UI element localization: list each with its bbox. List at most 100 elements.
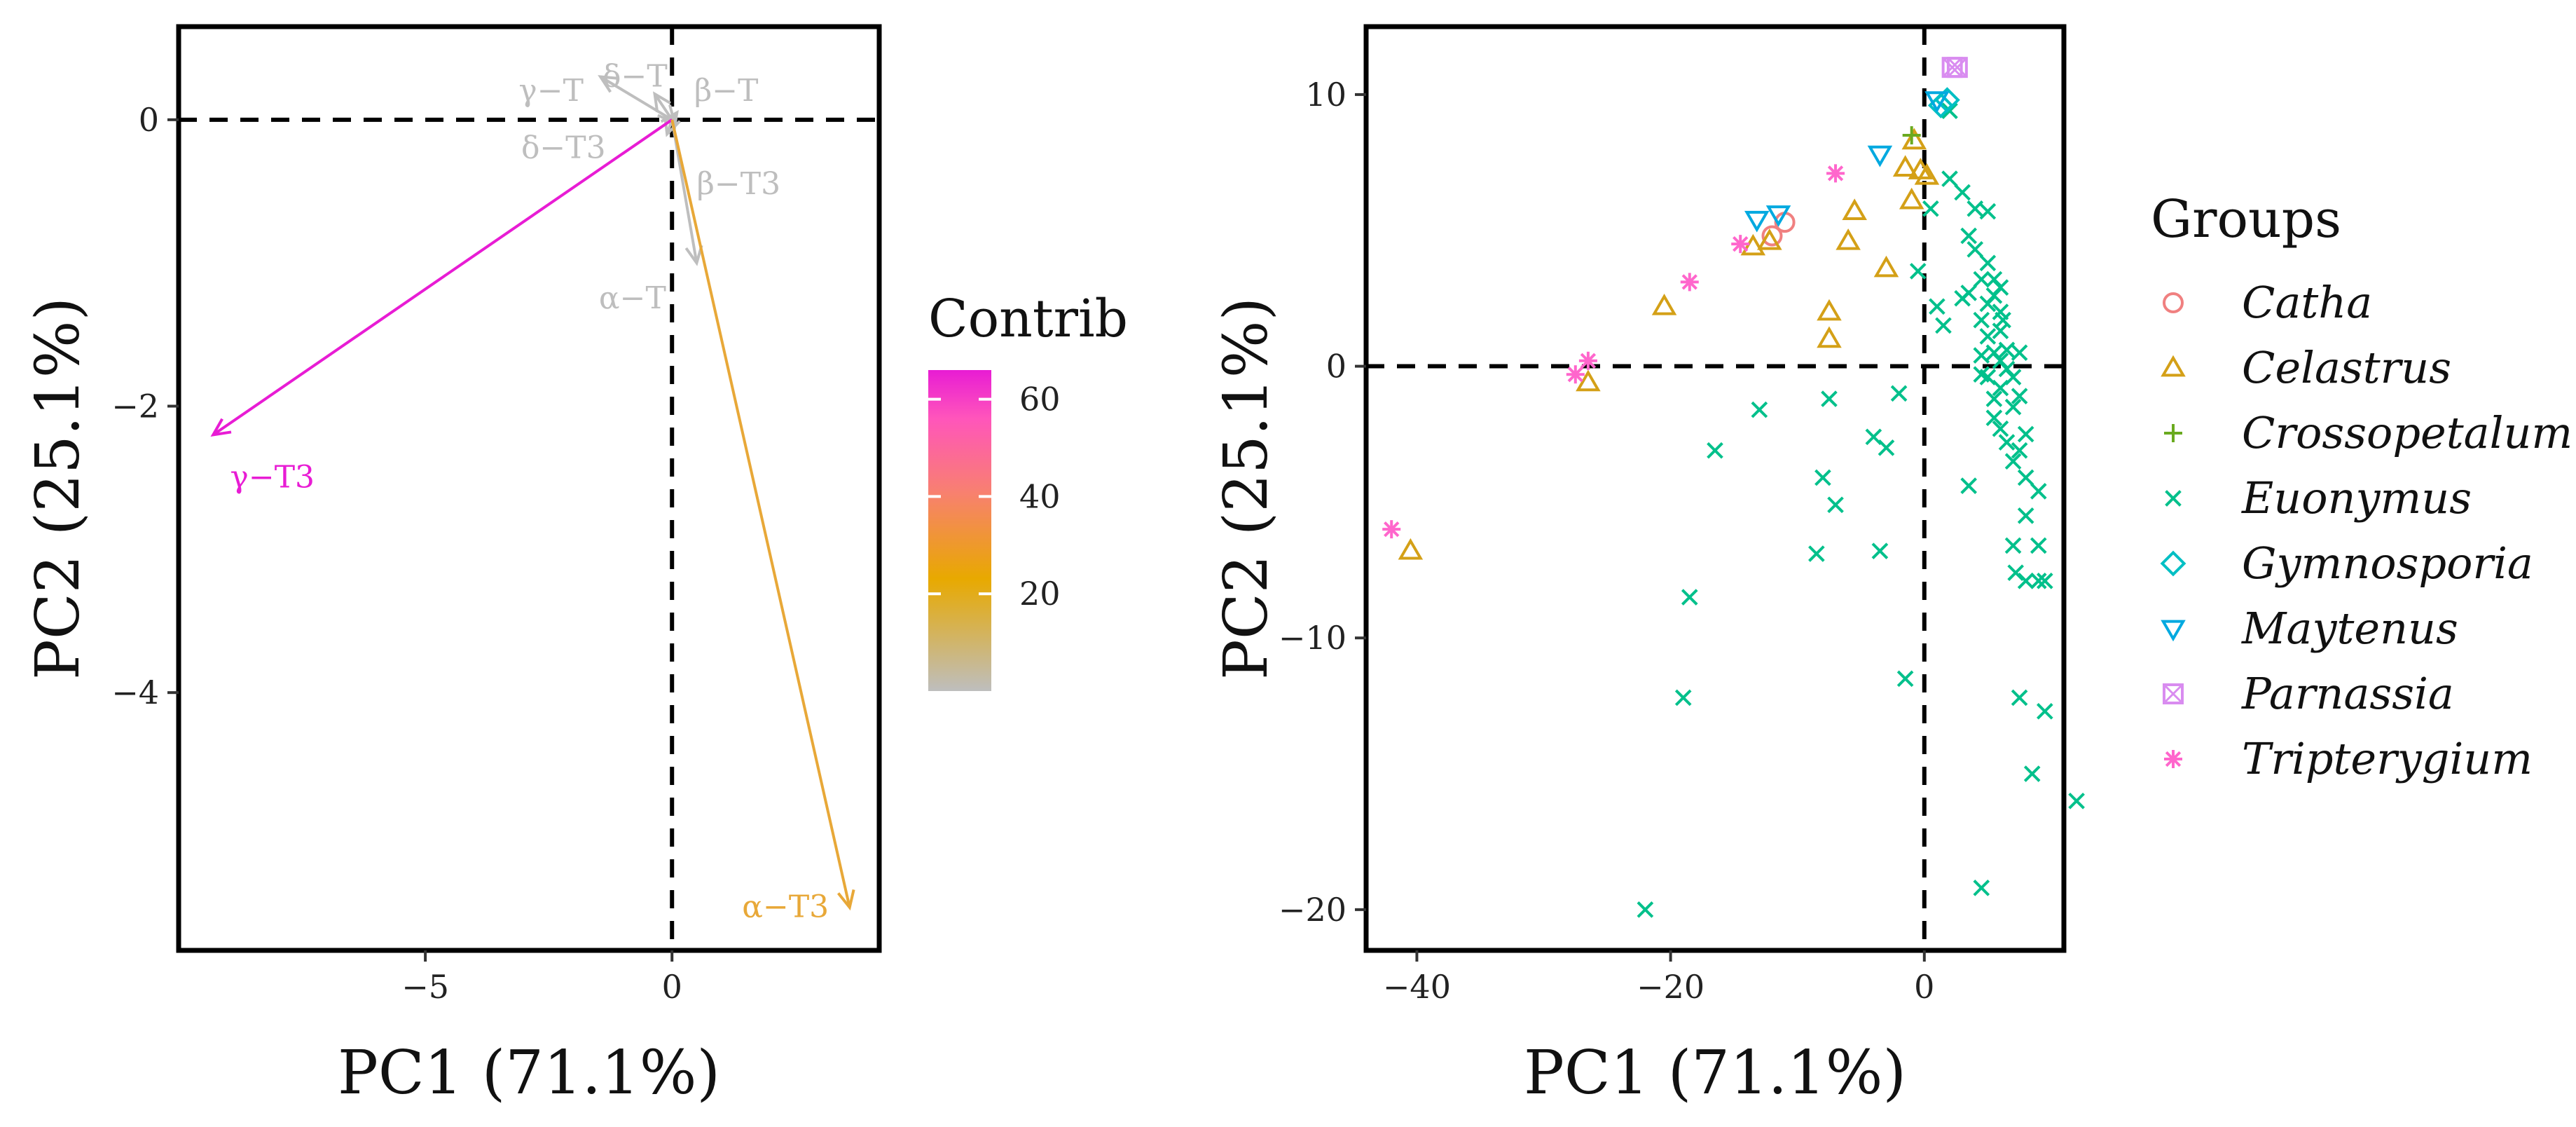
legend-label: Gymnosporia [2242,538,2533,589]
vector-label: γ−T [518,73,584,109]
vector: α−T3 [670,119,855,925]
scatter-point-euonymus [2023,765,2041,782]
scatter-point-euonymus [1992,420,2009,437]
scatter-point-euonymus [2011,442,2028,459]
vector: δ−T3 [521,116,681,166]
vector-label: β−T [694,73,759,109]
scatter-point-euonymus [2017,425,2034,443]
colorbar-title: Contrib [928,289,1128,349]
legend-key-euonymus [2165,490,2182,507]
scatter-point-euonymus [1979,203,1997,220]
vector-arrowhead [598,75,619,93]
scatter-point-euonymus [1967,200,1984,217]
left-y-axis-title: PC2 (25.1%) [23,297,93,680]
contrib-colorbar: Contrib 20 40 60 [928,289,1128,691]
legend-key-catha [2163,292,2184,313]
legend-title: Groups [2151,189,2341,250]
scatter-point-euonymus [1929,298,1945,315]
scatter-point-euonymus [1878,439,1895,456]
vector: α−T [599,119,703,316]
scatter-point-euonymus [1992,279,2009,296]
scatter-point-euonymus [1954,184,1971,201]
variables-biplot-panel: −5 0 0 −2 −4 γ−T δ−T β−T δ−T3 β−T3 α−T γ−T3 α−T3 PC… [23,24,882,1108]
scatter-point-euonymus [2011,388,2028,405]
scatter-point-euonymus [1960,227,1977,245]
right-x-tick-label: −20 [1637,968,1704,1006]
vector: γ−T [518,73,673,121]
scatter-point-tripterygium [1566,365,1585,384]
right-plot-frame [1363,24,2067,953]
scatter-point-euonymus [1821,390,1838,407]
right-y-tick-label: 0 [1326,348,1346,385]
legend-key-gymnosporia [2160,550,2186,577]
left-reference-lines [179,27,879,950]
scatter-point-celastrus [1835,228,1861,250]
colorbar-ticks: 20 40 60 [928,381,1061,613]
right-axis-ticks: −40 −20 0 10 0 −10 −20 [1279,76,1935,1006]
left-plot-frame [176,24,882,953]
scatter-point-euonymus [1941,170,1958,187]
vector-line [212,118,673,437]
scatter-point-euonymus [2030,572,2047,589]
legend-item-euonymus: Euonymus [2165,472,2472,524]
scatter-point-tripterygium [1731,235,1750,254]
vector-label: δ−T [602,59,668,95]
scatter-point-euonymus [2004,453,2022,470]
vector-label: β−T3 [696,166,780,202]
legend-item-maytenus: Maytenus [2161,603,2458,654]
scatter-point-euonymus [1890,385,1908,402]
scatter-point-euonymus [1973,347,1990,364]
scatter-point-euonymus [1707,442,1723,459]
vector: β−T3 [657,104,780,202]
legend-key-celastrus [2161,355,2186,377]
right-y-tick-label: 10 [1305,76,1346,114]
scatter-point-euonymus [1998,434,2016,451]
right-y-axis-title: PC2 (25.1%) [1211,297,1281,680]
left-y-tick-label: 0 [139,101,159,139]
left-x-tick-label: 0 [662,968,682,1006]
scatter-point-euonymus [2068,792,2085,810]
scatter-point-maytenus [1924,91,1950,113]
scatter-point-euonymus [1674,689,1692,706]
vector-arrowhead [210,418,232,437]
scatter-point-euonymus [2030,537,2047,554]
colorbar-tick-label: 20 [1019,575,1061,613]
right-x-axis-title: PC1 (71.1%) [1524,1038,1906,1108]
scatter-point-celastrus [1576,369,1601,392]
scatter-point-euonymus [1814,469,1831,486]
right-x-tick-label: 0 [1914,968,1934,1006]
scatter-point-euonymus [1637,901,1654,918]
legend-label: Catha [2242,277,2372,328]
scatter-point-euonymus [1979,254,1997,272]
vector-arrowhead [663,116,681,137]
left-x-axis-title: PC1 (71.1%) [338,1038,720,1108]
scatter-point-maytenus [1867,145,1893,168]
legend-key-maytenus [2161,620,2186,642]
scatter-point-celastrus [1817,326,1842,348]
scatter-point-maytenus [1744,210,1770,233]
scatter-point-euonymus [1973,880,1990,896]
legend-label: Euonymus [2241,472,2472,524]
individuals-scatter-panel: −40 −20 0 10 0 −10 −20 PC1 (71.1%) PC2 (25.1%) [1211,24,2085,1108]
legend-label: Tripterygium [2242,733,2533,784]
scatter-point-euonymus [1681,589,1698,606]
scatter-point-crossopetalum [1902,126,1921,145]
vector-arrowhead [653,91,672,113]
scatter-point-celastrus [1899,187,1924,210]
scatter-point-euonymus [1985,390,2003,407]
colorbar-tick-label: 60 [1019,381,1061,418]
vector-arrowhead [836,889,855,911]
scatter-point-celastrus [1892,155,1918,177]
scatter-point-euonymus [1998,341,2016,359]
legend-item-crossopetalum: Crossopetalum [2164,407,2572,458]
scatter-point-tripterygium [1382,520,1401,539]
legend-item-catha: Catha [2163,277,2372,328]
scatter-point-euonymus [1979,328,1997,345]
scatter-point-tripterygium [1680,273,1699,292]
legend-label: Maytenus [2241,603,2458,654]
scatter-point-euonymus [1973,311,1990,329]
groups-legend: Groups Catha Celastrus Crossopetalum Euonym… [2151,189,2572,784]
scatter-point-celastrus [1757,228,1782,250]
colorbar-gradient [928,370,991,691]
